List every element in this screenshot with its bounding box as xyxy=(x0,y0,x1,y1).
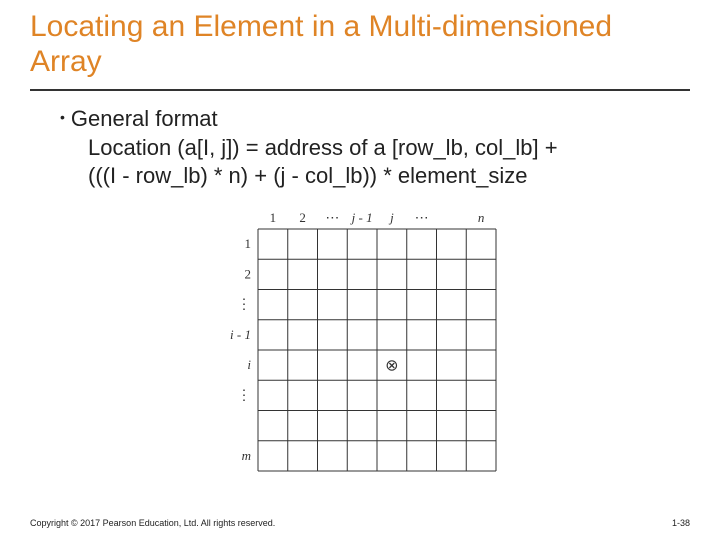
svg-text:m: m xyxy=(242,448,251,463)
copyright-text: Copyright © 2017 Pearson Education, Ltd.… xyxy=(30,518,275,528)
formula-line-2: (((I - row_lb) * n) + (j - col_lb)) * el… xyxy=(60,162,690,191)
svg-text:1: 1 xyxy=(245,236,252,251)
svg-text:⊗: ⊗ xyxy=(385,358,398,375)
page-number: 1-38 xyxy=(672,518,690,528)
bullet-heading: General format xyxy=(71,105,218,134)
svg-text:⋯: ⋯ xyxy=(325,211,339,226)
svg-text:n: n xyxy=(478,210,485,225)
bullet-dot: • xyxy=(60,105,65,134)
grid-svg: 1 2 ⋯ j - 1 j ⋯ n 1 2 ⋮ i - 1 i ⋮ m ⊗ xyxy=(220,205,500,475)
svg-text:j: j xyxy=(388,210,394,225)
formula-line-1: Location (a[I, j]) = address of a [row_l… xyxy=(60,134,690,163)
svg-text:⋯: ⋯ xyxy=(415,211,429,226)
svg-text:i: i xyxy=(247,357,251,372)
slide-title: Locating an Element in a Multi-dimension… xyxy=(0,0,720,85)
svg-text:i - 1: i - 1 xyxy=(230,327,251,342)
svg-text:⋮: ⋮ xyxy=(237,388,251,403)
footer: Copyright © 2017 Pearson Education, Ltd.… xyxy=(30,518,690,528)
svg-text:j - 1: j - 1 xyxy=(350,210,373,225)
svg-text:⋮: ⋮ xyxy=(237,297,251,312)
svg-text:2: 2 xyxy=(245,266,252,281)
content-block: • General format Location (a[I, j]) = ad… xyxy=(0,91,720,191)
svg-text:2: 2 xyxy=(299,210,306,225)
array-diagram: 1 2 ⋯ j - 1 j ⋯ n 1 2 ⋮ i - 1 i ⋮ m ⊗ xyxy=(0,205,720,475)
svg-text:1: 1 xyxy=(270,210,277,225)
